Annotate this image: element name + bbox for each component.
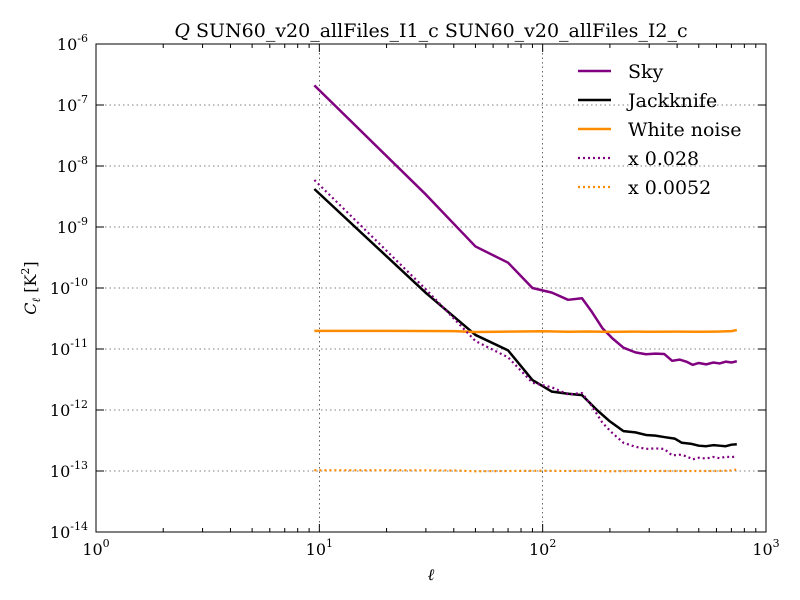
chart-title-text: SUN60_v20_allFiles_I1_c SUN60_v20_allFil… bbox=[190, 20, 688, 42]
legend: Sky Jackknife White noise x 0.028 x 0.0052 bbox=[578, 61, 742, 199]
y-tick-label: 10-6 bbox=[57, 32, 88, 54]
y-tick-label: 10-14 bbox=[50, 520, 88, 542]
x-axis-label: ℓ bbox=[428, 565, 435, 584]
series-line-white-noise bbox=[314, 328, 738, 334]
y-axis-label-unit-close: ] bbox=[21, 261, 40, 267]
chart-title: Q SUN60_v20_allFiles_I1_c SUN60_v20_allF… bbox=[174, 20, 687, 42]
x-tick-label: 103 bbox=[752, 537, 779, 559]
y-axis-label-symbol: C bbox=[21, 302, 40, 314]
y-axis-label: Cℓ [K2] bbox=[19, 261, 43, 314]
y-axis-label-unit: [K bbox=[21, 274, 40, 298]
y-tick-label: 10-8 bbox=[57, 154, 88, 176]
y-tick-label: 10-11 bbox=[50, 337, 88, 359]
legend-label-white-noise: White noise bbox=[628, 119, 742, 141]
y-axis-label-subscript: ℓ bbox=[30, 297, 43, 302]
x-tick-label: 101 bbox=[306, 537, 333, 559]
legend-label-sky: Sky bbox=[628, 61, 664, 83]
x-tick-label: 100 bbox=[82, 537, 109, 559]
series-line-x-0-028 bbox=[313, 179, 738, 461]
series-line-sky bbox=[313, 84, 738, 367]
y-tick-label: 10-12 bbox=[50, 398, 88, 420]
y-tick-label: 10-9 bbox=[57, 215, 88, 237]
y-axis-label-unit-exponent: 2 bbox=[19, 268, 32, 275]
y-tick-label: 10-10 bbox=[50, 276, 88, 298]
legend-label-x-0-028: x 0.028 bbox=[628, 148, 699, 170]
y-tick-label: 10-13 bbox=[50, 459, 88, 481]
series-line-jackknife bbox=[313, 188, 737, 448]
ticks bbox=[95, 43, 767, 533]
y-tick-labels: 10-14 10-13 10-12 10-11 10-10 10-9 10-8 10-7 10-… bbox=[50, 32, 88, 542]
y-tick-label: 10-7 bbox=[57, 93, 88, 115]
series-layer bbox=[313, 84, 738, 473]
legend-label-x-0-0052: x 0.0052 bbox=[628, 177, 711, 199]
grid bbox=[96, 44, 766, 532]
chart-title-variable: Q bbox=[174, 20, 190, 42]
x-tick-labels: 100 101 102 103 bbox=[82, 537, 779, 559]
x-tick-label: 102 bbox=[529, 537, 556, 559]
legend-label-jackknife: Jackknife bbox=[626, 90, 717, 112]
series-line-x-0-0052 bbox=[314, 468, 738, 473]
